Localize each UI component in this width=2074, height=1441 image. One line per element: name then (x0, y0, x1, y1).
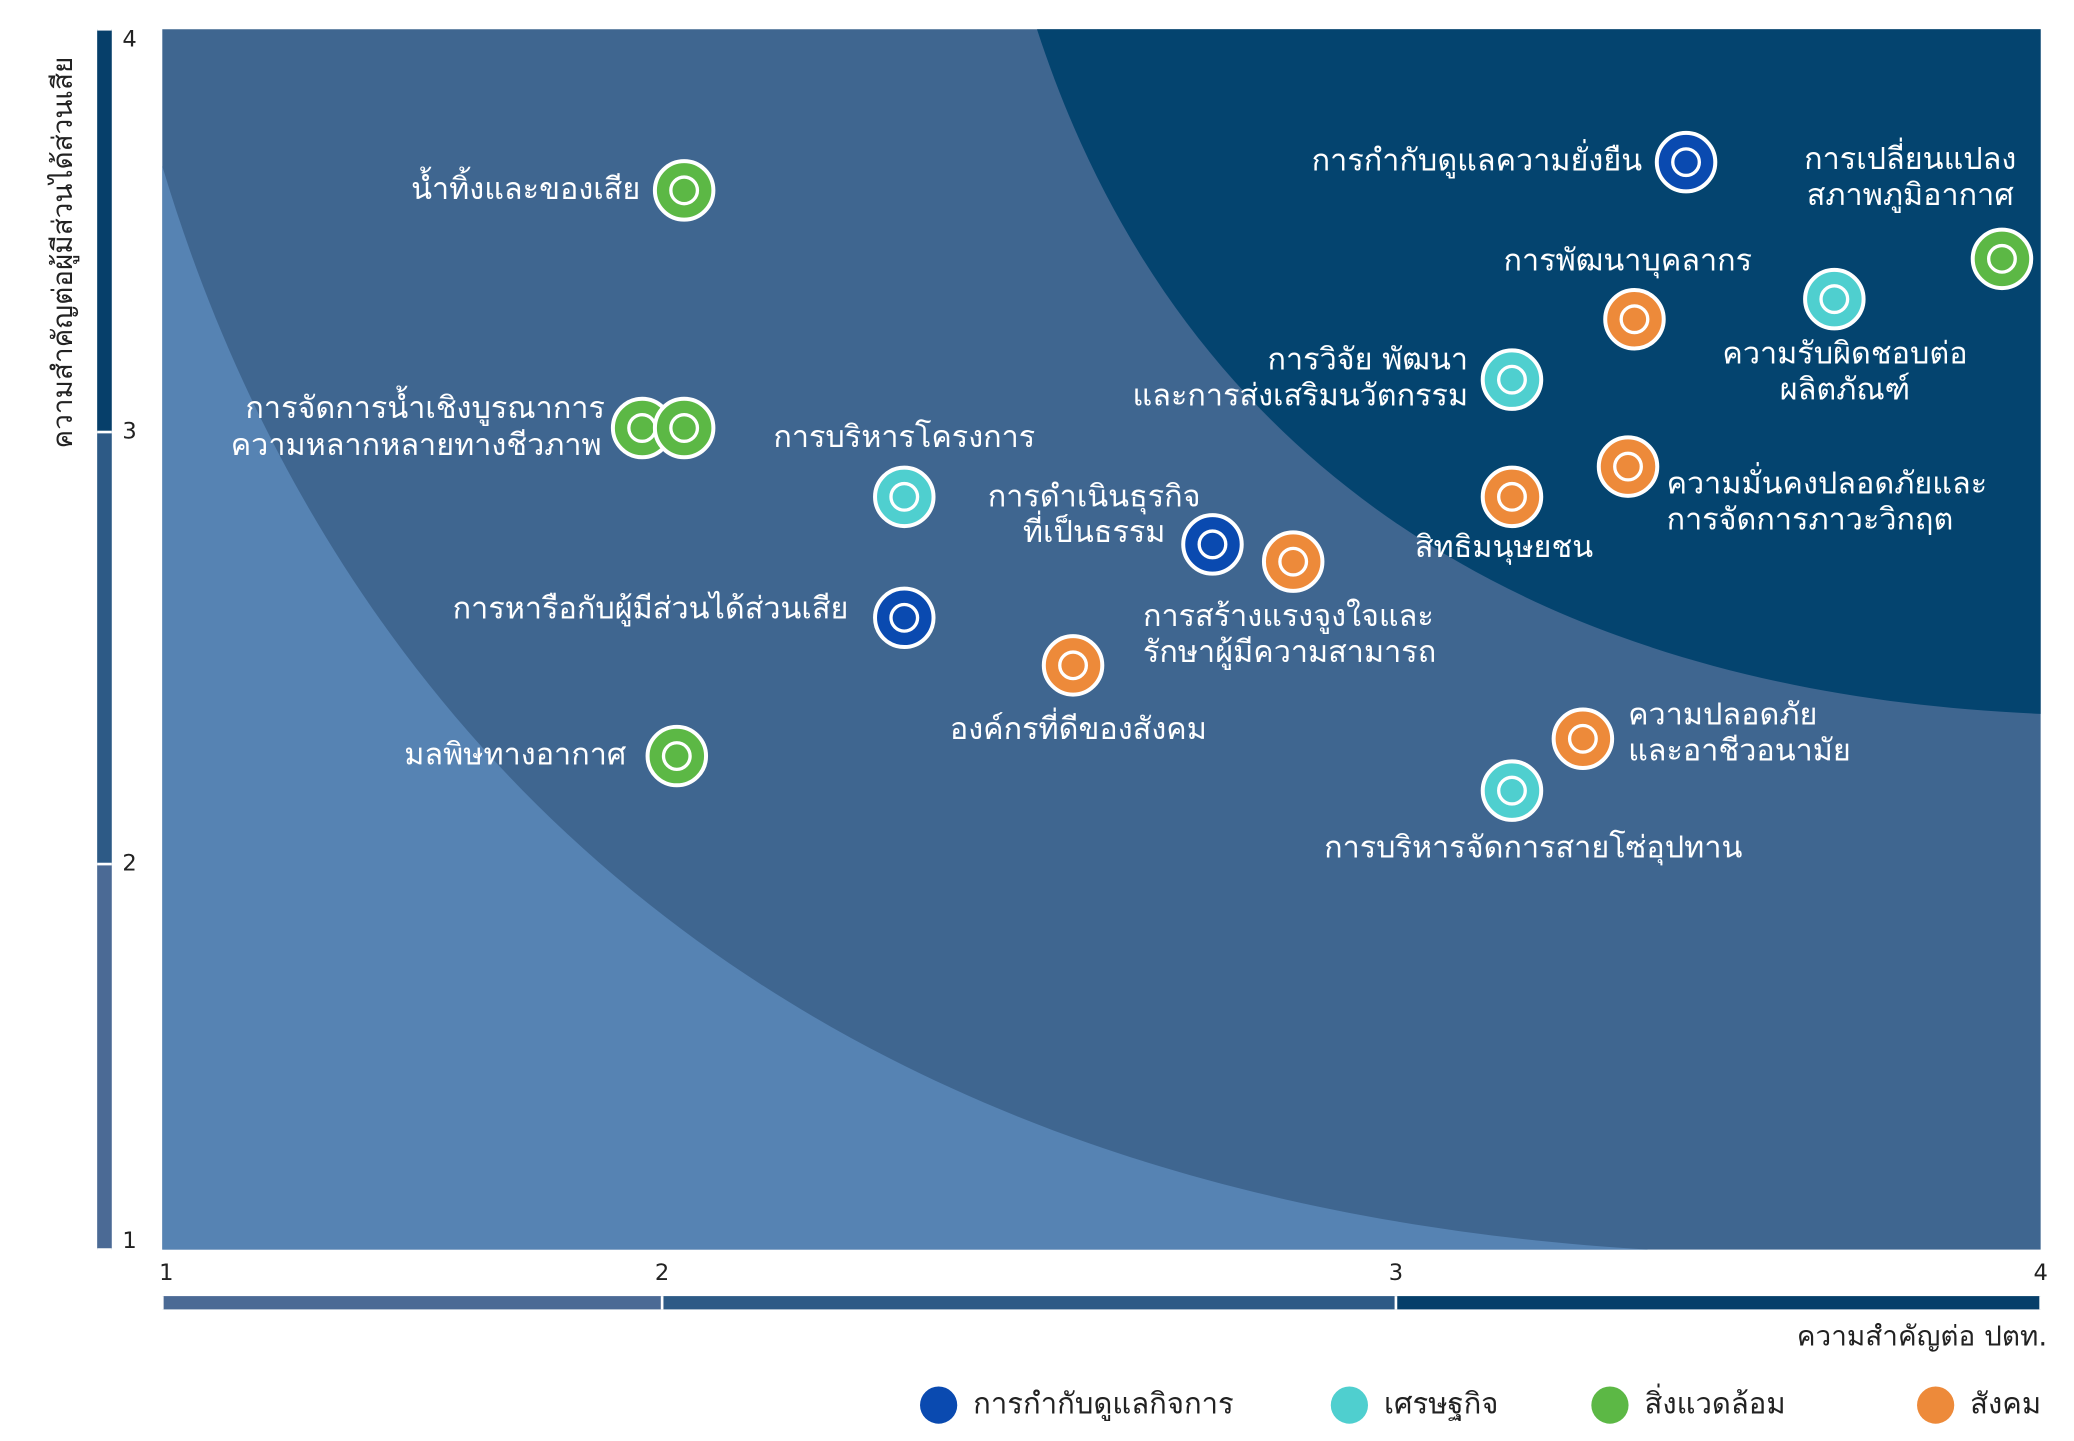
point (1181, 513, 1244, 576)
plot-zone-low (162, 166, 1649, 1250)
point (1654, 130, 1718, 194)
point-label: การบริหารจัดการสายโซ่อุปทาน (1324, 830, 1742, 867)
point-label: การกำกับดูแลความยั่งยืน (1312, 139, 1643, 179)
point-icon (661, 741, 692, 772)
y-axis-title: ความสำคัญต่อผู้มีส่วนได้ส่วนเสีย (46, 57, 80, 449)
point-icon (889, 481, 920, 512)
x-axis-band (162, 1296, 663, 1310)
point-label: การจัดการน้ำเชิงบูรณาการ (245, 386, 605, 426)
x-tick-label: 1 (159, 1260, 173, 1286)
point-icon (1613, 451, 1643, 482)
x-axis-band (1395, 1296, 2041, 1310)
point-label: ความรับผิดชอบต่อ (1722, 336, 1967, 371)
legend-swatch (1917, 1386, 1955, 1424)
point (873, 465, 936, 529)
y-tick-label: 4 (122, 26, 136, 52)
point-label: การหารือกับผู้มีส่วนได้ส่วนเสีย (453, 590, 849, 626)
legend-swatch (920, 1386, 958, 1424)
point-label: การดำเนินธุรกิจ (988, 479, 1201, 515)
point-label: และอาชีวอนามัย (1628, 734, 1851, 769)
legend-label: การกำกับดูแลกิจการ (973, 1387, 1234, 1422)
point (1551, 707, 1615, 771)
point-label: น้ำทิ้งและของเสีย (411, 167, 640, 207)
point (645, 724, 709, 788)
point (1803, 267, 1866, 331)
x-tick-label: 3 (1389, 1260, 1403, 1286)
point (1261, 530, 1325, 593)
point (873, 586, 936, 650)
legend-label: เศรษฐกิจ (1384, 1387, 1498, 1422)
x-axis-title: ความสำคัญต่อ ปตท. (1797, 1319, 2047, 1352)
point-label: มลพิษทางอากาศ (404, 738, 627, 773)
y-axis-band (97, 864, 112, 1250)
point-label: การวิจัย พัฒนา (1268, 343, 1469, 378)
y-tick-label: 3 (122, 419, 136, 445)
point-icon (1497, 775, 1527, 806)
y-tick-label: 1 (122, 1228, 136, 1254)
point-icon (1619, 304, 1650, 335)
point-label: สิทธิมนุษยชน (1415, 530, 1593, 566)
point (1596, 435, 1660, 498)
point-icon (1819, 284, 1850, 315)
point-icon (1497, 364, 1527, 395)
point-label: การพัฒนาบุคลากร (1504, 244, 1753, 280)
y-axis-band (97, 29, 112, 433)
legend-label: สังคม (1970, 1387, 2041, 1421)
y-axis-band (97, 432, 112, 865)
point-icon (1497, 481, 1527, 512)
x-tick-label: 4 (2033, 1260, 2047, 1286)
point-label: สภาพภูมิอากาศ (1807, 178, 2015, 213)
point-icon (669, 175, 700, 206)
point-label: รักษาผู้มีความสามารถ (1143, 635, 1436, 670)
point (1970, 227, 2034, 291)
point-icon (889, 602, 920, 633)
point-label: การจัดการภาวะวิกฤต (1667, 503, 1954, 538)
point-icon (1058, 650, 1089, 681)
point-label: ความหลากหลายทางชีวภาพ (231, 428, 602, 463)
point-label: ความปลอดภัย (1628, 698, 1817, 733)
point-label: องค์กรที่ดีของสังคม (950, 707, 1207, 747)
point-icon (1671, 147, 1702, 178)
point-label: การเปลี่ยนแปลง (1804, 137, 2016, 177)
point (1480, 465, 1544, 529)
point-icon (1197, 529, 1228, 560)
point-icon (1987, 243, 2017, 274)
point (652, 396, 716, 460)
point (652, 159, 716, 222)
y-tick-label: 2 (122, 851, 136, 877)
point-icon (1567, 723, 1598, 754)
point-label: การสร้างแรงจูงใจและ (1143, 598, 1434, 634)
point-label: การบริหารโครงการ (773, 419, 1035, 455)
point-icon (669, 413, 700, 443)
point-label: และการส่งเสริมนวัตกรรม (1133, 378, 1469, 413)
x-tick-label: 2 (655, 1260, 669, 1286)
legend-label: สิ่งแวดล้อม (1645, 1384, 1786, 1421)
point (1603, 288, 1666, 351)
point (1480, 759, 1544, 822)
point-label: ที่เป็นธรรม (1023, 510, 1166, 550)
point (1480, 348, 1544, 411)
legend-swatch (1591, 1386, 1629, 1424)
point (1041, 634, 1105, 697)
legend-swatch (1330, 1386, 1369, 1424)
axes (97, 29, 2041, 1310)
point-label: ผลิตภัณฑ์ (1780, 372, 1910, 407)
point-label: ความมั่นคงปลอดภัยและ (1667, 462, 1988, 502)
point-icon (1278, 546, 1309, 577)
x-axis-band (662, 1296, 1396, 1310)
